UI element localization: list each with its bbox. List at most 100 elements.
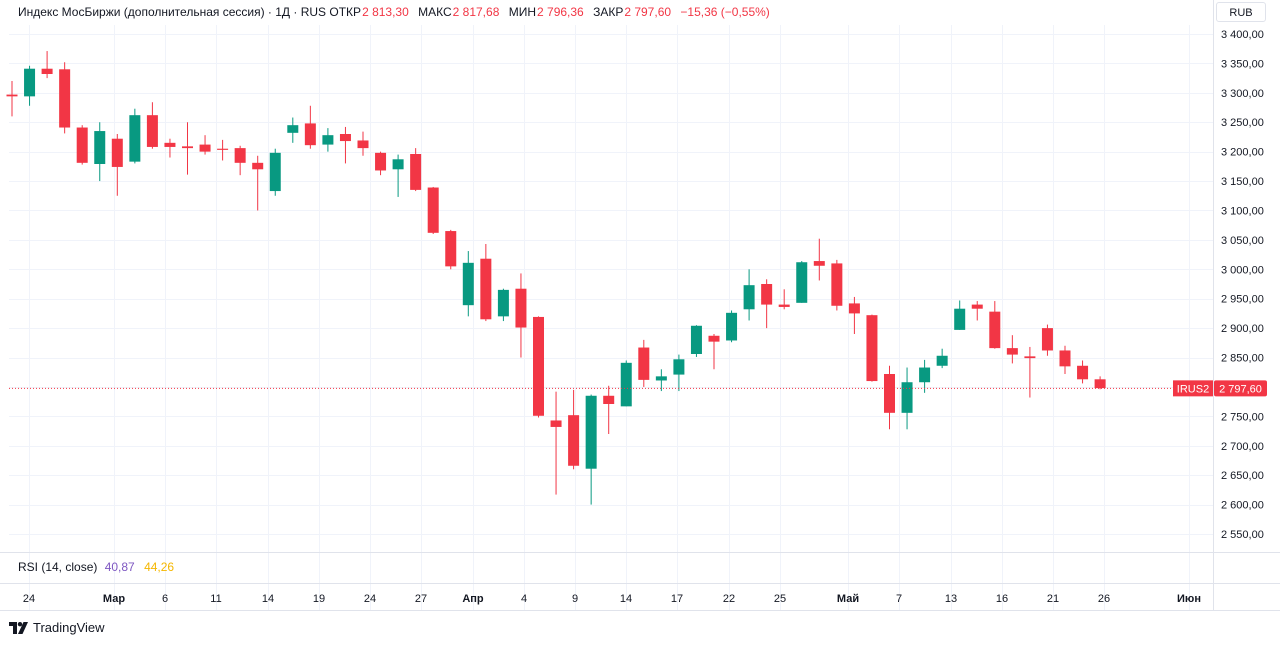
time-tick-label: Июн xyxy=(1177,593,1201,605)
candle-body xyxy=(182,146,193,149)
candle-body xyxy=(1094,379,1106,389)
change-value: −15,36 (−0,55%) xyxy=(680,5,770,19)
time-tick-label: 13 xyxy=(945,593,957,605)
candle-down xyxy=(357,131,369,156)
chart-legend: Индекс МосБиржи (дополнительная сессия) … xyxy=(18,5,770,19)
price-tick-label: 2 550,00 xyxy=(1221,529,1264,541)
price-tick-label: 2 850,00 xyxy=(1221,353,1264,365)
time-tick-label: 14 xyxy=(262,593,274,605)
time-tick-label: 14 xyxy=(620,593,632,605)
candle-down xyxy=(989,301,1001,349)
candle-body xyxy=(217,148,229,150)
price-tick-label: 2 900,00 xyxy=(1221,323,1264,335)
close-value: 2 797,60 xyxy=(624,5,672,19)
candle-up xyxy=(129,108,141,164)
symbol-title[interactable]: Индекс МосБиржи (дополнительная сессия) … xyxy=(18,5,327,19)
candle-down xyxy=(146,102,158,149)
price-axis[interactable]: 2 550,00 2 600,00 2 650,00 2 700,00 2 750,00… xyxy=(1221,29,1264,541)
candle-body xyxy=(550,420,562,427)
candle-down xyxy=(339,126,351,164)
candle-body xyxy=(1077,365,1089,380)
candle-up xyxy=(392,154,404,197)
candle-up xyxy=(24,65,36,106)
candle-body xyxy=(322,135,334,145)
candle-down xyxy=(1024,346,1036,398)
open-value: 2 813,30 xyxy=(362,5,409,19)
candle-body xyxy=(831,263,843,306)
candle-body xyxy=(357,140,369,149)
candle-body xyxy=(129,115,141,162)
time-tick-label: 19 xyxy=(313,593,325,605)
time-tick-label: Апр xyxy=(462,593,484,605)
price-tick-label: 3 150,00 xyxy=(1221,176,1264,188)
time-tick-label: 24 xyxy=(23,593,35,605)
price-tick-label: 3 000,00 xyxy=(1221,264,1264,276)
grid-lines xyxy=(9,25,1213,610)
candle-body xyxy=(339,134,351,142)
candle-body xyxy=(111,138,123,167)
candle-body xyxy=(796,262,808,303)
time-axis[interactable]: 24 Мар 6 11 14 19 24 27 Апр 4 9 14 17 22 25 Май 7 13 16 21 2… xyxy=(23,593,1201,605)
candle-body xyxy=(919,367,931,383)
candle-body xyxy=(971,304,983,309)
rsi-ma-value: 44,26 xyxy=(144,560,175,574)
candle-body xyxy=(585,395,597,469)
candle-body xyxy=(164,142,176,147)
candle-body xyxy=(269,152,281,192)
price-tick-label: 3 400,00 xyxy=(1221,29,1264,41)
price-tick-label: 3 250,00 xyxy=(1221,117,1264,129)
candle-body xyxy=(954,308,966,330)
candle-up xyxy=(796,261,808,303)
candle-down xyxy=(603,385,615,434)
candle-body xyxy=(638,347,650,380)
candle-down xyxy=(515,273,527,358)
candle-up xyxy=(322,128,334,152)
time-tick-label: 26 xyxy=(1098,593,1110,605)
candle-body xyxy=(743,285,755,310)
candle-up xyxy=(690,325,702,357)
rsi-label[interactable]: RSI (14, close) xyxy=(18,560,98,574)
time-tick-label: 16 xyxy=(996,593,1008,605)
price-tag-label: 2 797,60 xyxy=(1219,383,1262,395)
rsi-legend: RSI (14, close) 40,87 44,26 xyxy=(18,560,174,574)
close-label: ЗАКР xyxy=(593,5,624,19)
time-tick-label: 11 xyxy=(210,593,221,605)
candle-body xyxy=(1059,350,1071,367)
pane-separators xyxy=(0,0,1280,611)
candle-up xyxy=(585,394,597,505)
candle-body xyxy=(1024,356,1036,359)
candle-up xyxy=(497,288,509,322)
candle-body xyxy=(94,131,106,164)
candle-body xyxy=(480,258,492,320)
price-tick-label: 3 100,00 xyxy=(1221,205,1264,217)
candle-down xyxy=(568,389,580,470)
currency-button[interactable]: RUB xyxy=(1216,2,1266,22)
candle-down xyxy=(971,301,983,321)
candle-down xyxy=(1006,335,1018,364)
candle-up xyxy=(94,122,106,182)
candle-body xyxy=(497,289,509,317)
time-tick-label: 21 xyxy=(1047,593,1059,605)
candle-body xyxy=(392,159,404,170)
candle-body xyxy=(603,395,615,404)
candle-body xyxy=(1006,348,1018,355)
candle-up xyxy=(726,310,738,343)
time-tick-label: 24 xyxy=(364,593,376,605)
price-tick-label: 2 650,00 xyxy=(1221,470,1264,482)
low-label: МИН xyxy=(508,5,537,19)
candle-down xyxy=(480,244,492,322)
candle-body xyxy=(76,127,88,163)
candle-body xyxy=(287,125,299,133)
candle-body xyxy=(375,152,387,171)
tradingview-logo[interactable]: TradingView xyxy=(9,620,105,635)
candle-body xyxy=(936,355,948,366)
candle-body xyxy=(848,303,860,314)
candle-up xyxy=(655,369,667,392)
candle-down xyxy=(375,151,387,176)
candle-down xyxy=(410,148,422,192)
candle-down xyxy=(848,296,860,334)
price-tick-label: 2 600,00 xyxy=(1221,500,1264,512)
last-price-tag: IRUS2 2 797,60 xyxy=(1173,380,1267,397)
price-tag-bg xyxy=(1214,380,1267,397)
